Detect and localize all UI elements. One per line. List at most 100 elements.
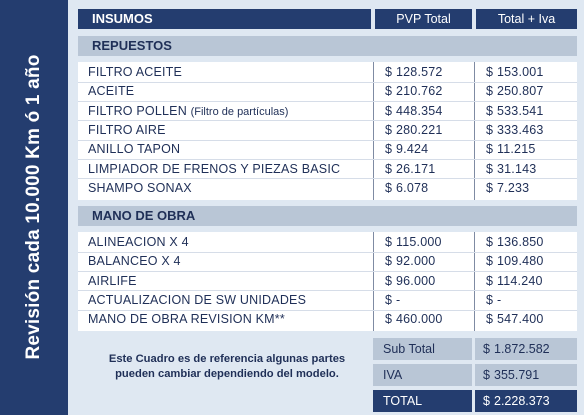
pvp-total-cell: $ - (374, 291, 474, 310)
column-divider (373, 62, 374, 200)
pvp-amount: 9.424 (396, 142, 429, 157)
currency-symbol: $ (385, 235, 393, 249)
currency-symbol: $ (486, 84, 494, 99)
item-name: ANILLO TAPON (88, 142, 181, 157)
total-value: $ 2.228.373 (475, 390, 577, 412)
row-divider (78, 251, 577, 253)
currency-symbol: $ (483, 368, 490, 382)
currency-symbol: $ (486, 312, 494, 327)
table-row-item: ACTUALIZACION DE SW UNIDADES (78, 291, 371, 310)
total-iva-cell: $533.541 (475, 102, 577, 121)
item-name-note: (Filtro de partículas) (190, 105, 289, 118)
total-iva-cell: $136.850 (475, 233, 577, 252)
pvp-amount: 210.762 (396, 84, 443, 99)
pvp-total-cell: $96.000 (374, 272, 474, 291)
pvp-amount: - (396, 292, 401, 307)
pvp-total-cell: $6.078 (374, 179, 474, 198)
iva-amount: 31.143 (497, 161, 537, 176)
pvp-total-cell: $9.424 (374, 140, 474, 159)
total-iva-cell: $7.233 (475, 179, 577, 198)
row-divider (78, 139, 577, 141)
subtotal-amount: 1.872.582 (494, 342, 550, 356)
item-name: BALANCEO X 4 (88, 254, 181, 269)
subtotal-label: Sub Total (373, 338, 472, 360)
pvp-amount: 26.171 (396, 161, 436, 176)
iva-amount: 153.001 (497, 65, 544, 79)
sidebar-title: Revisión cada 10.000 Km ó 1 año (23, 54, 44, 360)
row-divider (78, 81, 577, 83)
currency-symbol: $ (385, 142, 393, 157)
item-name: SHAMPO SONAX (88, 180, 192, 195)
pvp-amount: 6.078 (396, 180, 429, 195)
iva-amount: 355.791 (494, 368, 540, 382)
total-iva-cell: $153.001 (475, 63, 577, 82)
currency-symbol: $ (486, 180, 494, 195)
item-name: MANO DE OBRA REVISION KM** (88, 312, 285, 327)
currency-symbol: $ (486, 142, 494, 157)
table-row-item: LIMPIADOR DE FRENOS Y PIEZAS BASIC (78, 160, 371, 179)
currency-symbol: $ (486, 122, 494, 137)
currency-symbol: $ (385, 103, 393, 118)
table-row-item: FILTRO POLLEN (Filtro de partículas) (78, 102, 371, 121)
table-row-item: MANO DE OBRA REVISION KM** (78, 310, 371, 329)
total-iva-cell: $250.807 (475, 82, 577, 101)
item-name: FILTRO ACEITE (88, 65, 183, 79)
currency-symbol: $ (486, 254, 494, 269)
item-name: LIMPIADOR DE FRENOS Y PIEZAS BASIC (88, 161, 341, 176)
iva-amount: 136.850 (497, 235, 544, 249)
pvp-amount: 128.572 (396, 65, 443, 79)
iva-amount: 114.240 (497, 273, 543, 288)
column-divider (373, 232, 374, 331)
column-divider (474, 62, 475, 200)
item-name: FILTRO POLLEN (88, 103, 187, 118)
item-name: ALINEACION X 4 (88, 235, 189, 249)
currency-symbol: $ (385, 254, 393, 269)
currency-symbol: $ (486, 235, 494, 249)
currency-symbol: $ (486, 161, 494, 176)
pvp-total-cell: $128.572 (374, 63, 474, 82)
currency-symbol: $ (486, 292, 494, 307)
iva-amount: 333.463 (497, 122, 544, 137)
row-divider (78, 120, 577, 122)
total-iva-cell: $31.143 (475, 160, 577, 179)
currency-symbol: $ (385, 273, 393, 288)
pvp-total-cell: $448.354 (374, 102, 474, 121)
item-name: ACTUALIZACION DE SW UNIDADES (88, 292, 307, 307)
table-row-item: SHAMPO SONAX (78, 179, 371, 198)
pvp-total-cell: $115.000 (374, 233, 474, 252)
currency-symbol: $ (385, 122, 393, 137)
row-divider (78, 309, 577, 311)
iva-amount: 109.480 (497, 254, 544, 269)
currency-symbol: $ (385, 161, 393, 176)
pvp-amount: 280.221 (396, 122, 443, 137)
iva-amount: 11.215 (497, 142, 536, 157)
iva-label: IVA (373, 364, 472, 386)
pvp-amount: 115.000 (396, 235, 442, 249)
total-label: TOTAL (373, 390, 472, 412)
total-iva-cell: $333.463 (475, 121, 577, 140)
section-repuestos: REPUESTOS (78, 36, 577, 56)
mano-de-obra-panel (78, 232, 577, 331)
iva-amount: 7.233 (497, 180, 530, 195)
currency-symbol: $ (486, 273, 494, 288)
column-divider (474, 232, 475, 331)
table-row-item: FILTRO AIRE (78, 121, 371, 140)
repuestos-panel (78, 62, 577, 200)
iva-amount: 533.541 (497, 103, 544, 118)
currency-symbol: $ (483, 342, 490, 356)
total-amount: 2.228.373 (494, 394, 550, 408)
total-iva-cell: $109.480 (475, 252, 577, 271)
header-total-iva: Total + Iva (476, 9, 577, 29)
iva-amount: 547.400 (497, 312, 544, 327)
currency-symbol: $ (486, 103, 494, 118)
header-insumos: INSUMOS (78, 9, 371, 29)
currency-symbol: $ (385, 312, 393, 327)
currency-symbol: $ (385, 84, 393, 99)
item-name: FILTRO AIRE (88, 122, 166, 137)
pvp-total-cell: $26.171 (374, 160, 474, 179)
section-mano-de-obra: MANO DE OBRA (78, 206, 577, 226)
table-row-item: ALINEACION X 4 (78, 233, 371, 252)
pvp-total-cell: $92.000 (374, 252, 474, 271)
currency-symbol: $ (385, 292, 393, 307)
total-iva-cell: $547.400 (475, 310, 577, 329)
